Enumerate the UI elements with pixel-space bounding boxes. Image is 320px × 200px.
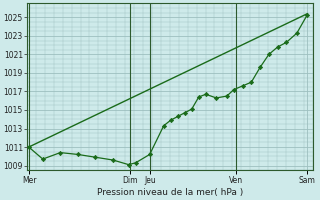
- X-axis label: Pression niveau de la mer( hPa ): Pression niveau de la mer( hPa ): [97, 188, 243, 197]
